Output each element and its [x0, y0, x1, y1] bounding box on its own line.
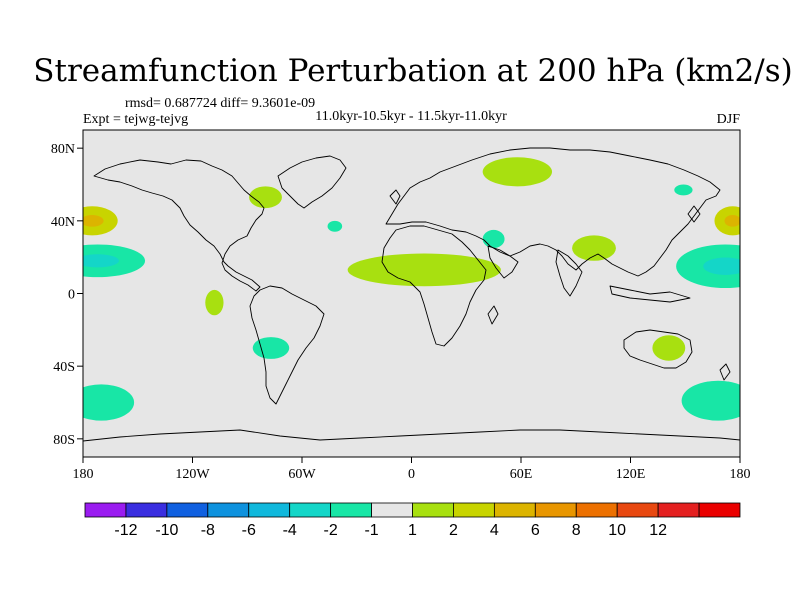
y-tick-label: 80N: [51, 142, 75, 157]
colorbar-label: 4: [490, 522, 499, 539]
coast-australia: [623, 329, 693, 369]
coast-greenland: [277, 155, 347, 209]
colorbar-label: -4: [283, 522, 297, 539]
colorbar-swatch: [657, 502, 700, 518]
experiment-text: Expt = tejwg-tejvg: [83, 112, 188, 127]
colorbar-label: 2: [449, 522, 458, 539]
colorbar-label: -8: [201, 522, 215, 539]
colorbar-swatch: [207, 502, 250, 518]
region-australia-high: [652, 335, 686, 361]
colorbar-label: 12: [649, 522, 667, 539]
y-tick-label: 40N: [51, 215, 75, 230]
colorbar-label: -10: [155, 522, 178, 539]
colorbar-swatch: [698, 502, 741, 518]
region-kamchatka-low: [674, 184, 693, 196]
map-background: [83, 130, 740, 457]
x-tick-label: 60E: [510, 467, 533, 482]
colorbar-swatch: [534, 502, 577, 518]
x-tick-label: 120E: [616, 467, 646, 482]
x-tick-label: 180: [730, 467, 751, 482]
y-tick-label: 80S: [53, 433, 75, 448]
region-core-pacific-low-e: [703, 257, 740, 275]
colorbar-label: -6: [242, 522, 256, 539]
colorbar-swatch: [616, 502, 659, 518]
x-tick-label: 60W: [288, 467, 316, 482]
colorbar-swatch: [412, 502, 454, 518]
region-south-atlantic-west-low: [252, 337, 290, 359]
region-sahel-high: [347, 253, 501, 287]
coast-north-america: [93, 159, 265, 292]
colorbar-swatch: [330, 502, 372, 518]
coast-new-zealand: [719, 363, 731, 381]
stats-text: rmsd= 0.687724 diff= 9.3601e-09: [125, 96, 315, 111]
colorbar-swatch: [125, 502, 168, 518]
colorbar-label: 6: [531, 522, 540, 539]
season-label: DJF: [717, 112, 741, 127]
period-text: 11.0kyr-10.5kyr - 11.5kyr-11.0kyr: [315, 109, 507, 124]
region-south-pacific-low-w: [83, 384, 135, 421]
x-tick-label: 0: [408, 467, 415, 482]
chart-title: Streamfunction Perturbation at 200 hPa (…: [33, 53, 792, 89]
colorbar-swatch: [371, 502, 413, 518]
colorbar-label: -2: [324, 522, 338, 539]
x-tick-label: 180: [73, 467, 94, 482]
region-canada-high: [249, 186, 282, 209]
coast-japan: [687, 205, 701, 223]
coast-south-america: [249, 285, 325, 405]
region-arabia-low: [482, 229, 505, 249]
y-axis-ticks: 80N 40N 0 40S 80S: [51, 142, 83, 448]
region-siberia-high: [482, 157, 553, 187]
colorbar-label: -1: [364, 522, 378, 539]
colorbar-label: 10: [608, 522, 626, 539]
region-atlantic-low-small: [327, 220, 343, 232]
y-tick-label: 40S: [53, 360, 75, 375]
region-south-pacific-low-e: [681, 380, 740, 421]
coast-arabia: [487, 245, 519, 279]
colorbar: -12 -10 -8 -6 -4 -2 -1 1 2 4 6 8 10 12: [84, 502, 741, 539]
colorbar-swatch: [289, 502, 332, 518]
region-east-pacific-high: [205, 289, 224, 316]
coast-madagascar: [487, 305, 499, 325]
coast-europe-asia: [385, 147, 721, 277]
coast-antarctica: [83, 429, 740, 442]
region-india-high: [572, 235, 616, 261]
coast-africa: [381, 225, 487, 347]
x-tick-label: 120W: [175, 467, 210, 482]
coastlines: [83, 147, 740, 442]
region-core-pacific-high-ne: [724, 215, 740, 227]
colorbar-label: 8: [572, 522, 581, 539]
colorbar-label: -12: [114, 522, 137, 539]
colorbar-swatch: [84, 502, 127, 518]
colorbar-swatch: [453, 502, 495, 518]
colorbar-swatch: [248, 502, 291, 518]
y-tick-label: 0: [68, 288, 75, 303]
anomaly-regions: [83, 157, 740, 421]
colorbar-label: 1: [408, 522, 417, 539]
colorbar-swatch: [493, 502, 536, 518]
coast-india: [555, 249, 583, 297]
region-core-pacific-low-w: [83, 254, 119, 268]
colorbar-swatch: [166, 502, 209, 518]
coast-indonesia: [609, 285, 691, 303]
coast-uk: [389, 189, 401, 205]
colorbar-swatch: [575, 502, 618, 518]
region-core-pacific-high-nw: [83, 215, 104, 227]
x-axis-ticks: 180 120W 60W 0 60E 120E 180: [73, 457, 751, 482]
